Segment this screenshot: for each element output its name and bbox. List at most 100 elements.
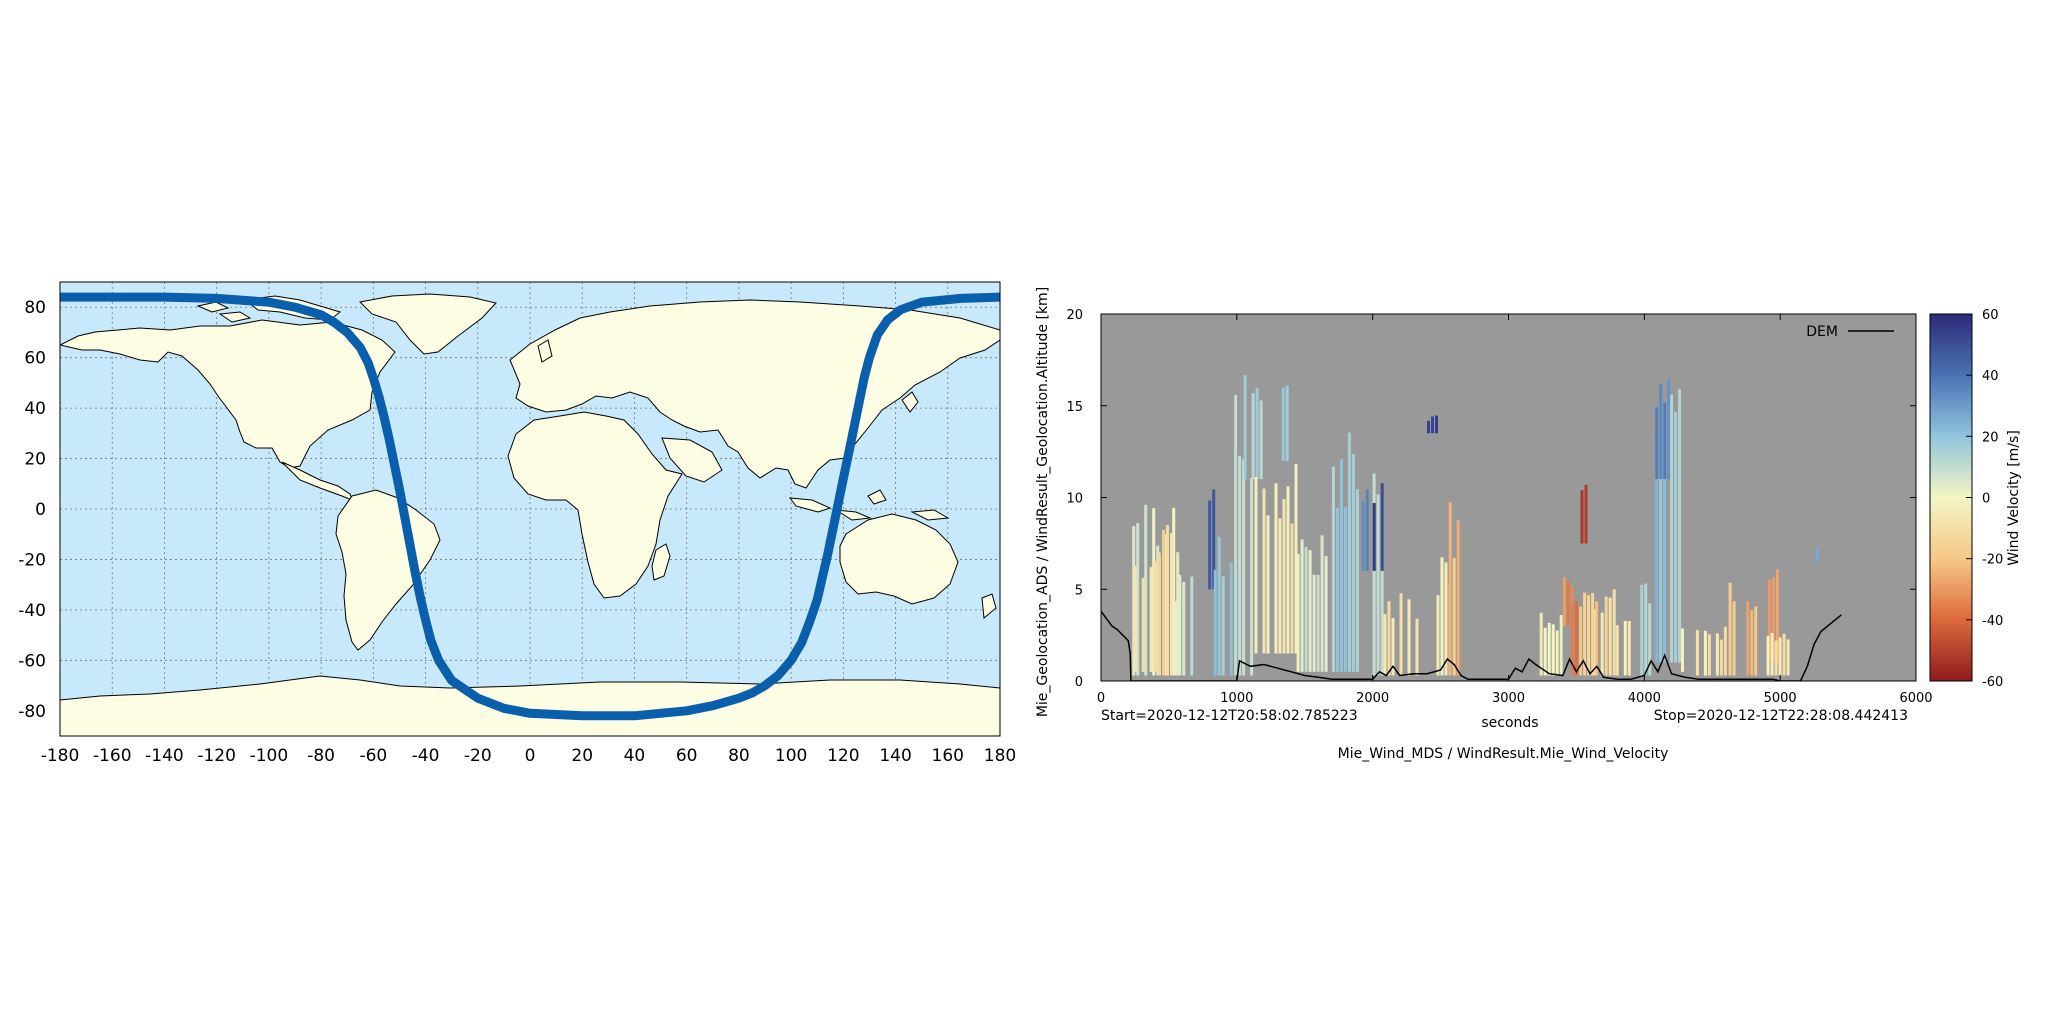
map-x-tick-label: -120: [197, 746, 236, 766]
heatmap-cell: [1674, 412, 1678, 663]
heatmap-y-tick-label: 20: [1066, 308, 1083, 323]
legend-label-dem: DEM: [1806, 324, 1838, 340]
heatmap-cell: [1281, 387, 1285, 461]
land-australia: [839, 513, 959, 605]
land-indonesia: [788, 489, 950, 521]
heatmap-cell: [1217, 536, 1221, 676]
heatmap-cell: [1659, 400, 1663, 663]
heatmap-cell: [1555, 630, 1559, 676]
heatmap-cell: [1176, 552, 1180, 676]
heatmap-cell: [1324, 556, 1328, 672]
heatmap-cell: [1579, 606, 1583, 676]
heatmap-cell: [1663, 406, 1667, 663]
heatmap-cell: [1316, 575, 1320, 672]
heatmap-cell: [1274, 483, 1278, 654]
heatmap-cell: [1213, 569, 1217, 676]
map-y-tick-labels: 80 60 40 20 0 -20 -40 -60 -80: [18, 298, 46, 722]
heatmap-cell: [1815, 547, 1819, 562]
stop-label: Stop=2020-12-12T22:28:08.442413: [1654, 708, 1908, 724]
heatmap-cell: [1153, 561, 1157, 672]
heatmap-cell: [1728, 582, 1732, 676]
heatmap-cell: [1380, 499, 1384, 676]
land-africa: [507, 411, 683, 599]
heatmap-cell: [1547, 622, 1551, 676]
map-x-tick-label: 180: [984, 746, 1016, 766]
map-y-tick-label: 20: [24, 450, 46, 470]
heatmap-cell: [1250, 477, 1254, 676]
map-y-tick-label: -80: [18, 702, 46, 722]
heatmap-cell: [1166, 524, 1169, 676]
heatmap-cell: [1300, 539, 1304, 672]
footer-label: Mie_Wind_MDS / WindResult.Mie_Wind_Veloc…: [1338, 746, 1669, 762]
land-uk: [537, 339, 553, 363]
heatmap-cell: [1440, 557, 1444, 676]
heatmap-cell: [1612, 589, 1616, 676]
heatmap-cell: [1290, 523, 1294, 654]
heatmap-cell: [1655, 407, 1659, 480]
x-axis-label: seconds: [1481, 715, 1538, 731]
map-x-tick-labels: -180 -160 -140 -120 -100 -80 -60 -40 -20 0 20 40 60 8…: [41, 746, 1017, 766]
map-y-tick-label: 40: [24, 399, 46, 419]
heatmap-cell: [1600, 612, 1604, 676]
colorbar-tick-label: 40: [1982, 369, 1999, 384]
heatmap-x-tick-label: 4000: [1628, 691, 1661, 706]
heatmap-cell: [1583, 592, 1587, 676]
heatmap-cell: [1347, 432, 1351, 672]
heatmap-cell: [1133, 566, 1137, 672]
heatmap-x-tick-label: 0: [1097, 691, 1105, 706]
land-antarctica: [60, 675, 1000, 736]
heatmap-cell: [1778, 637, 1782, 676]
heatmap-x-ticks: 0 1000 2000 3000 4000 5000 6000: [1097, 314, 1933, 706]
heatmap-cell: [1308, 550, 1312, 672]
heatmap-cell: [1141, 577, 1145, 672]
map-x-tick-label: 40: [624, 746, 646, 766]
map-border: [59, 281, 1001, 737]
heatmap-cell: [1294, 464, 1298, 654]
map-y-tick-label: -20: [18, 550, 46, 570]
heatmap-cell: [1703, 630, 1707, 676]
map-panel: -180 -160 -140 -120 -100 -80 -60 -40 -20 0 20 40 60 8…: [18, 281, 1017, 766]
start-label: Start=2020-12-12T20:58:02.785223: [1101, 708, 1358, 724]
heatmap-cell: [1640, 584, 1644, 676]
heatmap-y-tick-label: 5: [1075, 583, 1083, 598]
heatmap-x-tick-label: 3000: [1492, 691, 1525, 706]
heatmap-cell: [1208, 500, 1212, 590]
heatmap-cell: [1766, 635, 1770, 676]
colorbar-tick-label: -20: [1982, 553, 2003, 568]
heatmap-cell: [1436, 595, 1440, 676]
heatmap-cell: [1770, 632, 1774, 676]
map-x-tick-label: 160: [932, 746, 964, 766]
heatmap-cell: [1678, 389, 1682, 663]
map-y-tick-label: -40: [18, 601, 46, 621]
heatmap-cell: [1627, 621, 1631, 676]
colorbar-label: Wind Velocity [m/s]: [2006, 430, 2022, 566]
heatmap-cell: [1320, 535, 1324, 672]
heatmap-cell: [1670, 394, 1674, 663]
heatmap-cell: [1372, 473, 1376, 676]
dem-line: [1101, 610, 1842, 681]
heatmap-cell: [1732, 601, 1736, 676]
colorbar-tick-label: 60: [1982, 308, 1999, 323]
heatmap-cell: [1164, 534, 1168, 676]
heatmap-cell: [1644, 583, 1648, 676]
heatmap-cell: [1278, 518, 1282, 654]
heatmap-cell: [1335, 507, 1339, 672]
heatmap-cell: [1431, 416, 1434, 434]
map-x-tick-label: -60: [359, 746, 387, 766]
heatmap-cell: [1259, 400, 1263, 480]
land-arabia: [661, 437, 723, 483]
y-axis-label: Mie_Geolocation_ADS / WindResult_Geoloca…: [1035, 287, 1051, 717]
heatmap-cell: [1158, 557, 1161, 676]
heatmap-cell: [1648, 603, 1652, 676]
map-x-tick-label: -160: [93, 746, 132, 766]
map-x-tick-label: -180: [41, 746, 80, 766]
heatmap-cell: [1234, 395, 1238, 676]
heatmap-cell: [1774, 640, 1778, 676]
heatmap-cell: [1229, 562, 1233, 676]
heatmap-cell: [1667, 379, 1671, 480]
heatmap-cell: [1559, 615, 1563, 676]
heatmap-cell: [1580, 490, 1584, 544]
heatmap-cell: [1452, 557, 1456, 676]
heatmap-cell: [1608, 597, 1612, 676]
